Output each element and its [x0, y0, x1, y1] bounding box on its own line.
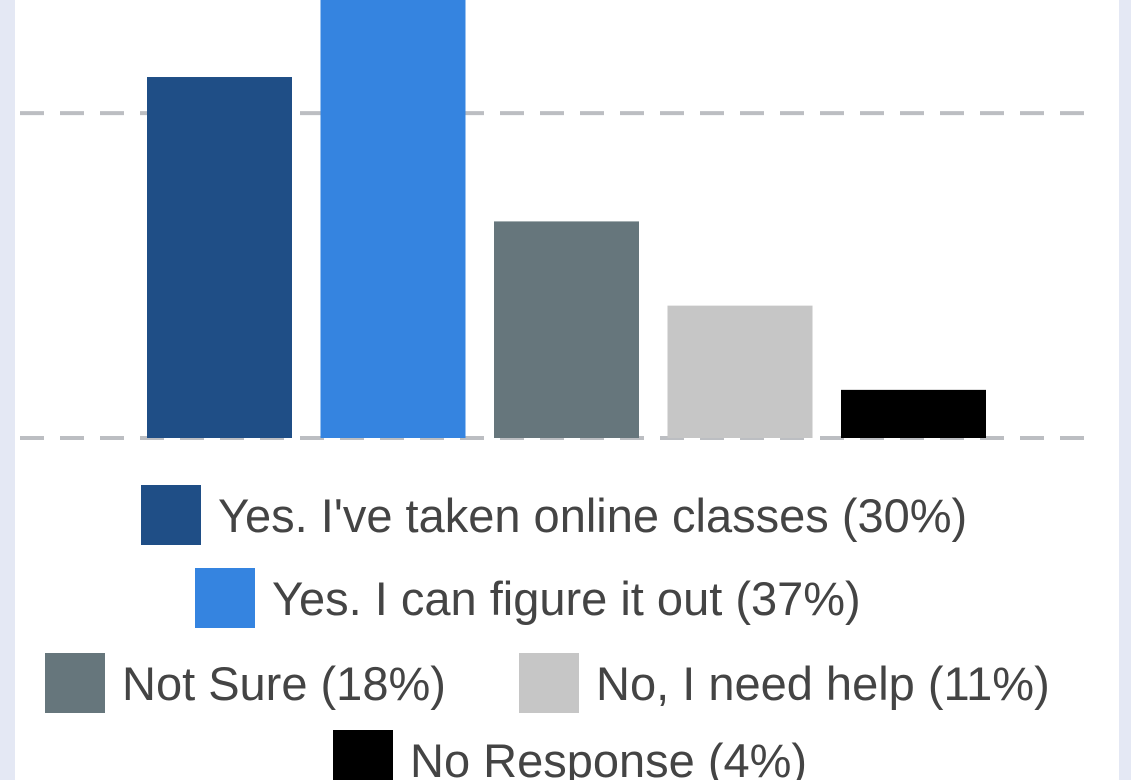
legend-swatch [519, 653, 579, 713]
bar [494, 221, 639, 438]
legend-label: Yes. I've taken online classes (30%) [218, 489, 967, 542]
legend-label: No Response (4%) [410, 734, 807, 780]
bar [147, 77, 292, 438]
legend-swatch [333, 730, 393, 780]
bar [320, 0, 466, 439]
legend-swatch [195, 568, 255, 628]
legend-label: No, I need help (11%) [596, 657, 1050, 710]
legend-swatch [45, 653, 105, 713]
legend-label: Not Sure (18%) [122, 657, 446, 710]
bar [841, 389, 986, 438]
legend-label: Yes. I can figure it out (37%) [272, 572, 861, 625]
legend-swatch [141, 485, 201, 545]
bar [667, 305, 813, 438]
